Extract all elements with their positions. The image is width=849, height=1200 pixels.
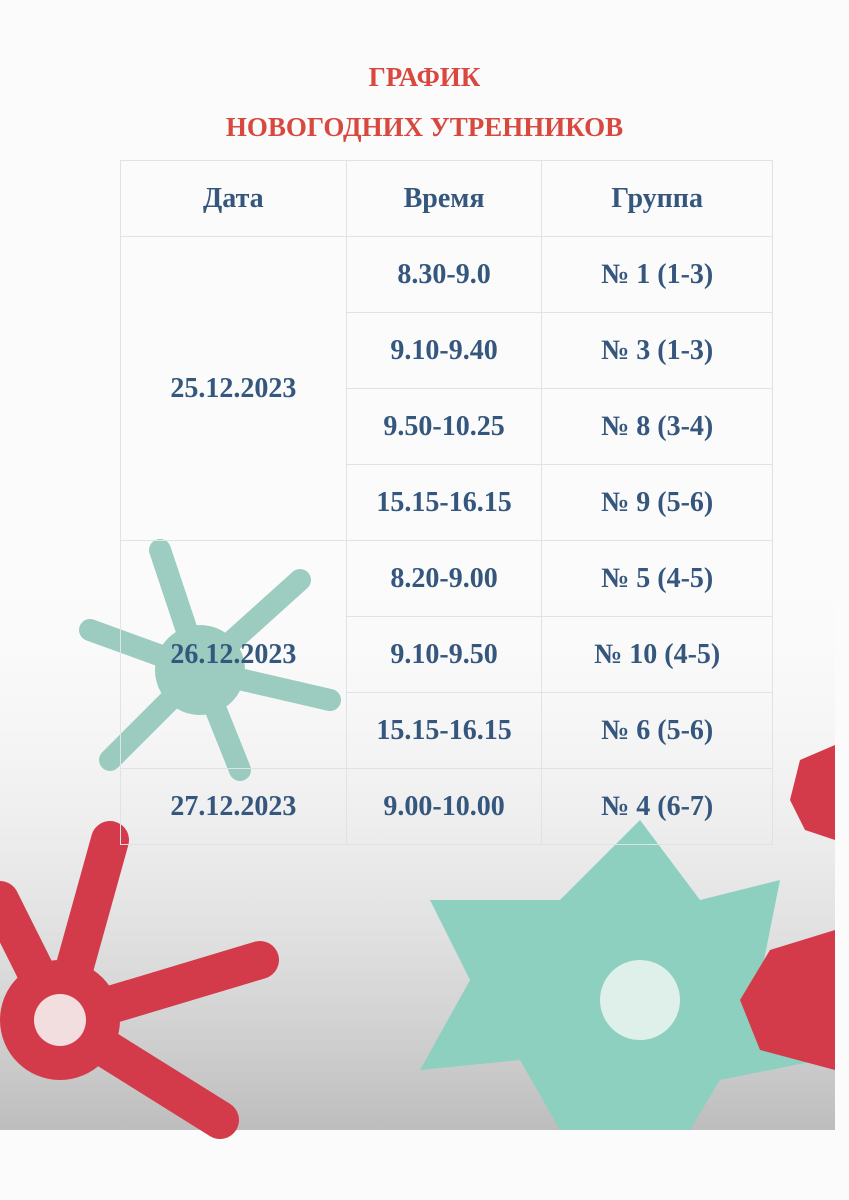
group-cell: № 4 (6-7) [541,768,773,845]
table-row: 27.12.2023 9.00-10.00 № 4 (6-7) [120,768,773,845]
red-snowflake-icon [0,821,279,1139]
title-line-2: НОВОГОДНИХ УТРЕННИКОВ [225,112,624,142]
time-cell: 9.10-9.40 [345,312,543,389]
table-row: 15.15-16.15 № 9 (5-6) [121,464,773,541]
title-line-1: ГРАФИК [368,62,481,92]
table-row: 9.10-9.50 № 10 (4-5) [121,616,773,693]
time-cell: 9.10-9.50 [345,616,543,693]
teal-snowflake-icon [420,820,820,1130]
group-cell: № 8 (3-4) [541,388,773,465]
group-cell: № 5 (4-5) [541,540,773,617]
date-cell: 26.12.2023 [120,540,347,769]
header-date: Дата [120,160,347,237]
table-header-row: Дата Время Группа [120,160,773,237]
group-cell: № 10 (4-5) [541,616,773,693]
time-cell: 15.15-16.15 [345,464,543,541]
group-cell: № 6 (5-6) [541,692,773,769]
time-cell: 8.20-9.00 [345,540,543,617]
time-cell: 8.30-9.0 [345,236,543,313]
time-cell: 9.00-10.00 [345,768,543,845]
schedule-table: Дата Время Группа 25.12.2023 8.30-9.0 № … [120,160,773,845]
header-time: Время [345,160,543,237]
time-cell: 15.15-16.15 [345,692,543,769]
group-cell: № 3 (1-3) [541,312,773,389]
date-cell: 25.12.2023 [120,236,347,541]
header-group: Группа [541,160,773,237]
table-row: 9.50-10.25 № 8 (3-4) [121,388,773,465]
table-row: 15.15-16.15 № 6 (5-6) [121,692,773,769]
time-cell: 9.50-10.25 [345,388,543,465]
table-row: 9.10-9.40 № 3 (1-3) [121,312,773,389]
group-cell: № 1 (1-3) [541,236,773,313]
table-row: 25.12.2023 8.30-9.0 № 1 (1-3) [120,236,773,541]
group-cell: № 9 (5-6) [541,464,773,541]
red-snowflake-icon [740,745,835,1070]
date-cell: 27.12.2023 [120,768,347,845]
table-row: 26.12.2023 8.20-9.00 № 5 (4-5) [120,540,773,769]
